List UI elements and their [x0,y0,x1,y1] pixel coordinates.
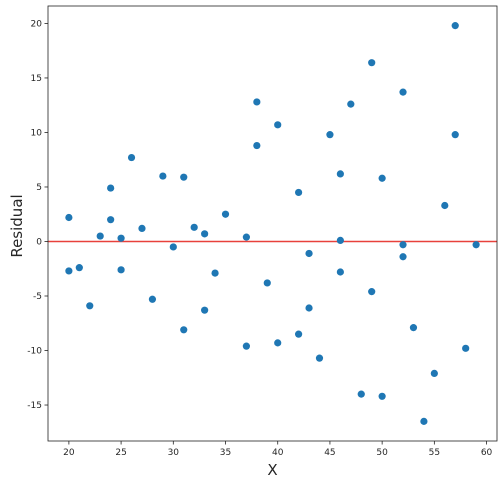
data-point [399,241,407,249]
points-group [65,22,480,425]
data-point [190,223,198,231]
y-tick-label: -10 [27,347,42,357]
data-point [451,22,459,30]
data-point [107,216,115,224]
data-point [336,236,344,244]
data-point [65,267,73,275]
data-point [242,342,250,350]
x-tick-label: 35 [220,448,231,458]
data-point [441,201,449,210]
plot-frame [47,5,498,442]
data-point [295,330,303,338]
x-tick-label: 45 [324,448,335,458]
x-ticks-group: 20 25 30 35 40 45 50 55 60 [63,441,493,458]
data-point [451,131,459,139]
data-point [274,339,282,347]
data-point [148,295,157,303]
data-point [221,210,230,218]
data-point [242,233,250,241]
x-tick-label: 40 [272,448,284,458]
data-point [201,230,209,238]
data-point [315,354,324,362]
data-point [357,390,365,398]
y-axis-label: Residual [8,194,26,257]
data-point [430,369,438,378]
x-tick-label: 25 [115,448,126,458]
data-point [347,100,355,108]
data-point [326,131,334,139]
data-point [274,121,282,129]
data-point [378,174,386,182]
data-point [117,234,125,242]
x-axis-label: X [267,461,277,479]
x-tick-label: 30 [168,448,180,458]
y-ticks-group: -15 -10 -5 0 5 10 15 20 [27,20,48,411]
x-tick-label: 20 [63,448,75,458]
data-point [107,184,115,192]
data-point [159,172,167,180]
data-point [180,326,188,334]
data-point [65,213,73,222]
data-point [399,88,407,96]
axes-group [47,5,498,442]
data-point [127,153,136,162]
data-point [336,268,344,276]
data-point [305,304,313,312]
data-point [253,141,261,150]
y-tick-label: 5 [36,183,42,193]
y-tick-label: -5 [33,292,42,302]
data-point [336,170,344,178]
data-point [86,302,94,310]
data-point [75,264,83,272]
data-point [420,417,428,425]
data-point [305,249,313,258]
data-point [462,344,470,352]
data-point [263,279,271,287]
data-point [399,253,407,261]
data-point [472,241,480,249]
data-point [180,173,188,181]
y-tick-label: 10 [31,129,43,139]
x-tick-label: 55 [429,448,440,458]
y-tick-label: 15 [31,74,42,84]
x-tick-label: 50 [376,448,388,458]
x-tick-label: 60 [481,448,493,458]
data-point [253,98,261,106]
data-point [409,324,418,332]
data-point [201,306,209,314]
data-point [138,224,146,233]
data-point [211,269,219,277]
data-point [368,59,376,67]
data-point [169,243,177,251]
y-tick-label: -15 [27,401,42,411]
data-point [96,232,104,240]
data-point [295,188,303,197]
data-point [368,288,376,296]
data-point [378,392,386,400]
y-tick-label: 20 [31,20,43,30]
data-point [117,266,125,274]
y-tick-label: 0 [36,238,42,248]
